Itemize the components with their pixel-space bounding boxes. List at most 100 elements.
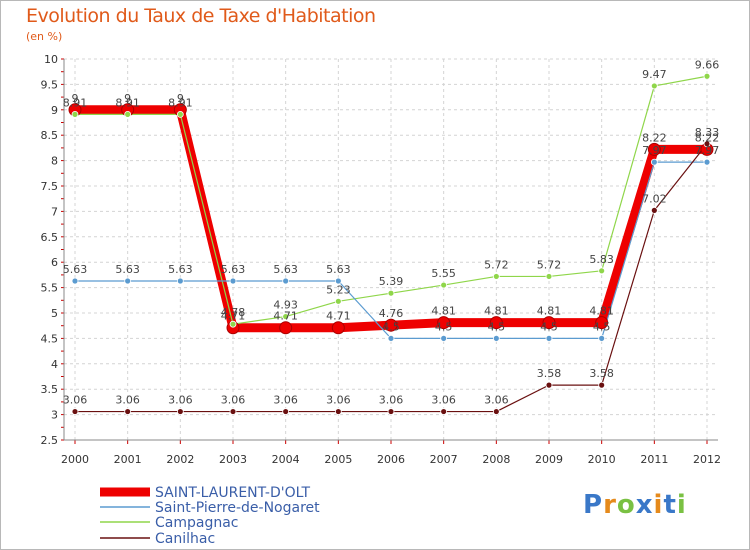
data-point: [489, 316, 503, 330]
data-label: 5.23: [326, 283, 351, 296]
data-point: [650, 206, 658, 214]
data-label: 9: [124, 92, 131, 105]
data-label: 5.63: [168, 263, 193, 276]
data-label: 8.22: [695, 131, 720, 144]
data-point: [595, 316, 609, 330]
data-label: 4.71: [273, 310, 298, 323]
data-label: 4.5: [382, 320, 400, 333]
data-label: 9.47: [642, 68, 667, 81]
data-point: [650, 158, 658, 166]
data-label: 4.81: [537, 305, 562, 318]
data-point: [229, 277, 237, 285]
data-point: [598, 267, 606, 275]
x-tick-label: 2010: [588, 453, 616, 466]
y-tick-label: 2.5: [41, 434, 59, 447]
data-label: 8.91: [115, 96, 140, 109]
data-point: [647, 142, 661, 156]
data-label: 3.06: [379, 394, 404, 407]
data-point: [703, 140, 711, 148]
data-label: 4.81: [431, 305, 456, 318]
data-point: [282, 408, 290, 415]
data-label: 9: [177, 92, 184, 105]
y-tick-label: 6.5: [41, 231, 59, 244]
x-tick-label: 2009: [535, 453, 563, 466]
y-tick-label: 5: [51, 307, 58, 320]
data-point: [703, 158, 711, 166]
data-label: 5.39: [379, 275, 404, 288]
x-tick-label: 2005: [324, 453, 352, 466]
data-label: 3.06: [115, 394, 140, 407]
y-tick-label: 7: [51, 205, 58, 218]
data-point: [492, 408, 500, 415]
data-point: [124, 110, 132, 118]
data-label: 5.55: [431, 267, 456, 280]
data-point: [331, 321, 345, 335]
data-label: 3.06: [63, 394, 88, 407]
data-point: [176, 110, 184, 118]
data-label: 9.66: [695, 58, 720, 71]
chart-subtitle: (en %): [26, 30, 63, 43]
y-tick-label: 5.5: [41, 282, 59, 295]
data-label: 5.83: [589, 253, 614, 266]
data-point: [334, 297, 342, 305]
logo-letter: o: [616, 490, 636, 520]
data-point: [545, 273, 553, 280]
data-label: 4.5: [488, 320, 506, 333]
data-point: [229, 408, 237, 415]
data-point: [71, 110, 79, 118]
y-tick-label: 4.5: [41, 332, 59, 345]
y-tick-label: 9: [51, 104, 58, 117]
data-label: 3.06: [484, 394, 509, 407]
data-label: 4.78: [221, 306, 246, 319]
data-point: [650, 82, 658, 90]
data-label: 4.76: [379, 307, 404, 320]
data-label: 5.63: [221, 263, 246, 276]
data-point: [492, 334, 500, 342]
logo-letter: i: [676, 490, 687, 520]
data-point: [384, 318, 398, 332]
data-label: 3.06: [431, 394, 456, 407]
y-tick-label: 9.5: [41, 78, 59, 91]
data-point: [387, 334, 395, 342]
y-tick-label: 10: [44, 53, 58, 66]
x-tick-label: 2000: [61, 453, 89, 466]
data-label: 3.06: [221, 394, 246, 407]
data-point: [71, 408, 79, 415]
data-label: 4.81: [484, 305, 509, 318]
data-point: [124, 277, 132, 285]
x-tick-label: 2006: [377, 453, 405, 466]
data-point: [545, 334, 553, 342]
data-label: 5.63: [115, 263, 140, 276]
data-label: 7.97: [695, 144, 720, 157]
data-label: 8.91: [168, 96, 193, 109]
legend-label: SAINT-LAURENT-D'OLT: [155, 485, 310, 501]
legend-label: Canilhac: [155, 531, 215, 547]
data-point: [334, 408, 342, 415]
data-label: 5.63: [63, 263, 88, 276]
data-point: [542, 316, 556, 330]
y-tick-label: 8: [51, 155, 58, 168]
data-label: 5.72: [484, 258, 509, 271]
y-tick-label: 6: [51, 256, 58, 269]
data-point: [598, 334, 606, 342]
data-label: 7.02: [642, 192, 667, 205]
data-label: 8.91: [63, 96, 88, 109]
data-point: [282, 313, 290, 320]
data-point: [282, 277, 290, 285]
proxiti-logo: Proxiti: [583, 490, 687, 520]
data-point: [124, 408, 132, 415]
data-label: 5.63: [326, 263, 351, 276]
data-point: [440, 334, 448, 342]
x-tick-label: 2004: [272, 453, 300, 466]
logo-letter: t: [663, 490, 677, 520]
data-point: [387, 408, 395, 415]
data-label: 4.5: [540, 320, 558, 333]
data-label: 5.72: [537, 258, 562, 271]
data-point: [176, 408, 184, 415]
data-label: 4.5: [435, 320, 453, 333]
data-point: [440, 281, 448, 289]
data-point: [440, 408, 448, 415]
data-label: 4.71: [221, 310, 246, 323]
plot-area: [64, 59, 718, 440]
